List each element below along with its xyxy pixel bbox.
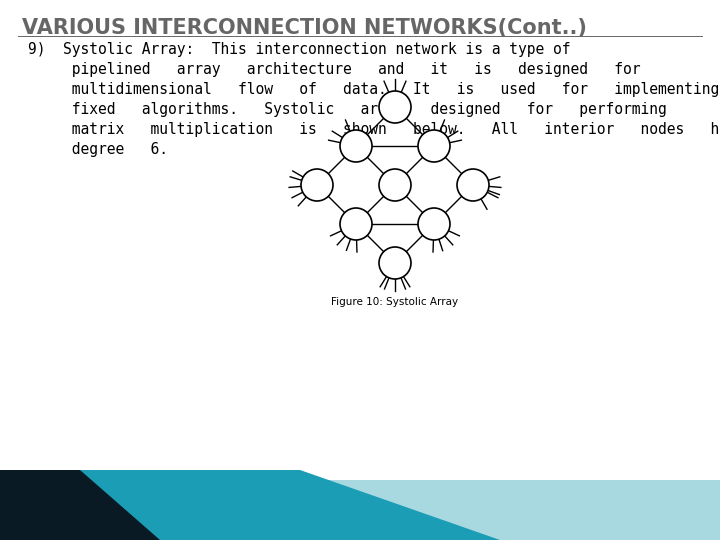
Circle shape [457,169,489,201]
Circle shape [418,130,450,162]
Circle shape [379,91,411,123]
Circle shape [379,169,411,201]
Circle shape [379,247,411,279]
Text: pipelined   array   architecture   and   it   is   designed   for: pipelined array architecture and it is d… [28,62,641,77]
Text: fixed   algorithms.   Systolic   array   designed   for   performing: fixed algorithms. Systolic array designe… [28,102,667,117]
Polygon shape [0,470,500,540]
Text: Figure 10: Systolic Array: Figure 10: Systolic Array [331,297,459,307]
Text: VARIOUS INTERCONNECTION NETWORKS(Cont..): VARIOUS INTERCONNECTION NETWORKS(Cont..) [22,18,587,38]
Polygon shape [0,480,720,540]
Circle shape [418,208,450,240]
Polygon shape [0,470,160,540]
Circle shape [301,169,333,201]
Text: matrix   multiplication   is   shown   below.   All   interior   nodes   have: matrix multiplication is shown below. Al… [28,122,720,137]
Text: multidimensional   flow   of   data.   It   is   used   for   implementing: multidimensional flow of data. It is use… [28,82,719,97]
Circle shape [340,208,372,240]
Text: degree   6.: degree 6. [28,142,168,157]
Text: 9)  Systolic Array:  This interconnection network is a type of: 9) Systolic Array: This interconnection … [28,42,570,57]
Circle shape [340,130,372,162]
